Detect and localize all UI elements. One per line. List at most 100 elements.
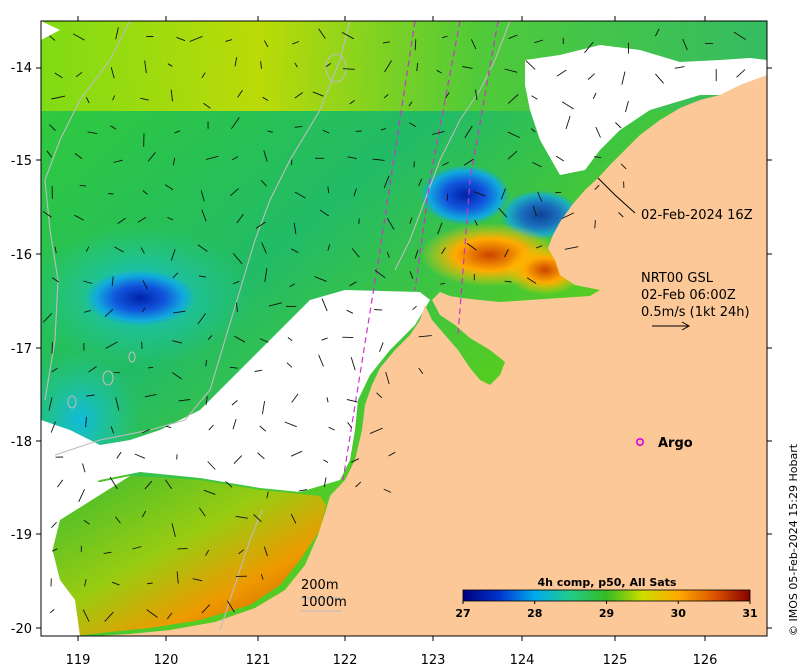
current-vector bbox=[201, 72, 206, 79]
current-vector bbox=[52, 548, 58, 552]
current-vector bbox=[172, 272, 179, 279]
current-vector bbox=[197, 313, 206, 325]
current-vector bbox=[49, 35, 56, 41]
current-vector bbox=[86, 394, 95, 397]
current-vector bbox=[205, 549, 210, 556]
current-vector bbox=[654, 28, 660, 37]
current-vector bbox=[284, 421, 297, 428]
current-vector bbox=[205, 155, 219, 160]
current-vector bbox=[104, 611, 114, 622]
current-vector bbox=[259, 425, 267, 432]
current-vector bbox=[409, 271, 414, 279]
current-vector bbox=[418, 335, 432, 338]
current-vector bbox=[75, 71, 83, 78]
current-vector bbox=[292, 41, 300, 45]
current-vector bbox=[498, 207, 508, 218]
current-vector bbox=[466, 242, 477, 251]
x-tick-label: 124 bbox=[510, 653, 535, 668]
current-vector bbox=[621, 71, 626, 85]
x-tick-label: 120 bbox=[154, 653, 179, 668]
current-vector bbox=[74, 214, 84, 221]
current-vector bbox=[109, 476, 118, 490]
current-vector bbox=[327, 244, 331, 251]
current-vector bbox=[584, 41, 594, 54]
current-vector bbox=[144, 60, 147, 74]
current-vector bbox=[464, 125, 473, 138]
y-tick-label: -17 bbox=[11, 342, 32, 357]
current-vector bbox=[437, 222, 443, 235]
current-vector bbox=[148, 366, 154, 369]
current-vector bbox=[82, 463, 86, 473]
current-vector bbox=[413, 161, 415, 168]
current-vector bbox=[140, 247, 145, 254]
current-vector bbox=[594, 184, 600, 190]
current-vector bbox=[142, 428, 151, 434]
current-vector bbox=[412, 305, 417, 311]
current-vector bbox=[54, 246, 57, 254]
y-axis-labels: -14 -15 -16 -17 -18 -19 -20 bbox=[11, 61, 32, 637]
y-tick-label: -20 bbox=[11, 622, 32, 637]
current-vector bbox=[83, 280, 93, 284]
current-vector bbox=[556, 69, 567, 77]
current-vector bbox=[137, 216, 147, 223]
current-vector bbox=[349, 100, 355, 105]
current-vector bbox=[374, 269, 386, 279]
land-area bbox=[95, 75, 767, 636]
current-vector bbox=[172, 372, 182, 380]
current-vector bbox=[347, 156, 357, 160]
current-vector bbox=[260, 61, 262, 69]
x-tick-label: 126 bbox=[693, 653, 718, 668]
current-vector bbox=[504, 249, 509, 258]
current-vector bbox=[235, 515, 248, 519]
current-vector bbox=[618, 212, 624, 218]
current-vector bbox=[379, 342, 384, 352]
current-vector bbox=[372, 158, 385, 161]
current-vector bbox=[176, 36, 186, 42]
current-vector bbox=[349, 281, 357, 287]
current-vector bbox=[318, 28, 326, 39]
current-vector bbox=[418, 178, 423, 187]
current-vector bbox=[189, 35, 203, 42]
colorbar-tick-label: 31 bbox=[742, 607, 757, 620]
current-vector bbox=[525, 60, 536, 70]
argo-label: Argo bbox=[658, 436, 693, 451]
current-vector bbox=[192, 578, 203, 582]
colorbar-tick-label: 27 bbox=[455, 607, 470, 620]
current-vector bbox=[164, 184, 174, 191]
current-vector bbox=[355, 481, 362, 488]
current-vector bbox=[208, 424, 214, 431]
current-vector bbox=[225, 39, 233, 42]
current-vector bbox=[384, 60, 392, 73]
current-vector bbox=[42, 313, 53, 323]
colorbar: 4h comp, p50, All Sats 27 28 29 30 31 bbox=[455, 576, 757, 620]
current-model-label: NRT00 GSL bbox=[641, 271, 714, 286]
current-vector bbox=[289, 283, 296, 288]
current-vector bbox=[325, 62, 332, 68]
current-vector bbox=[171, 523, 176, 537]
x-tick-label: 125 bbox=[603, 653, 628, 668]
current-vector bbox=[111, 581, 120, 586]
current-vector bbox=[346, 399, 358, 403]
current-vector bbox=[314, 276, 327, 282]
current-time-label: 02-Feb 06:00Z bbox=[641, 288, 736, 303]
current-vector bbox=[83, 519, 90, 525]
current-vector bbox=[170, 249, 176, 261]
current-vector bbox=[674, 66, 685, 69]
current-vector bbox=[112, 95, 116, 101]
current-vector bbox=[347, 422, 352, 428]
current-vector bbox=[260, 574, 264, 580]
current-vector bbox=[238, 549, 245, 555]
current-vector bbox=[507, 131, 520, 139]
colorbar-tick-label: 28 bbox=[527, 607, 542, 620]
current-vector bbox=[312, 91, 324, 97]
current-vector bbox=[51, 521, 57, 529]
current-vector bbox=[140, 97, 149, 101]
current-vector bbox=[414, 249, 419, 259]
current-vector bbox=[201, 604, 211, 614]
current-vector bbox=[532, 205, 537, 217]
current-vector bbox=[561, 101, 574, 110]
current-vector bbox=[74, 153, 83, 159]
current-vector bbox=[105, 341, 118, 349]
current-vector bbox=[341, 32, 355, 40]
